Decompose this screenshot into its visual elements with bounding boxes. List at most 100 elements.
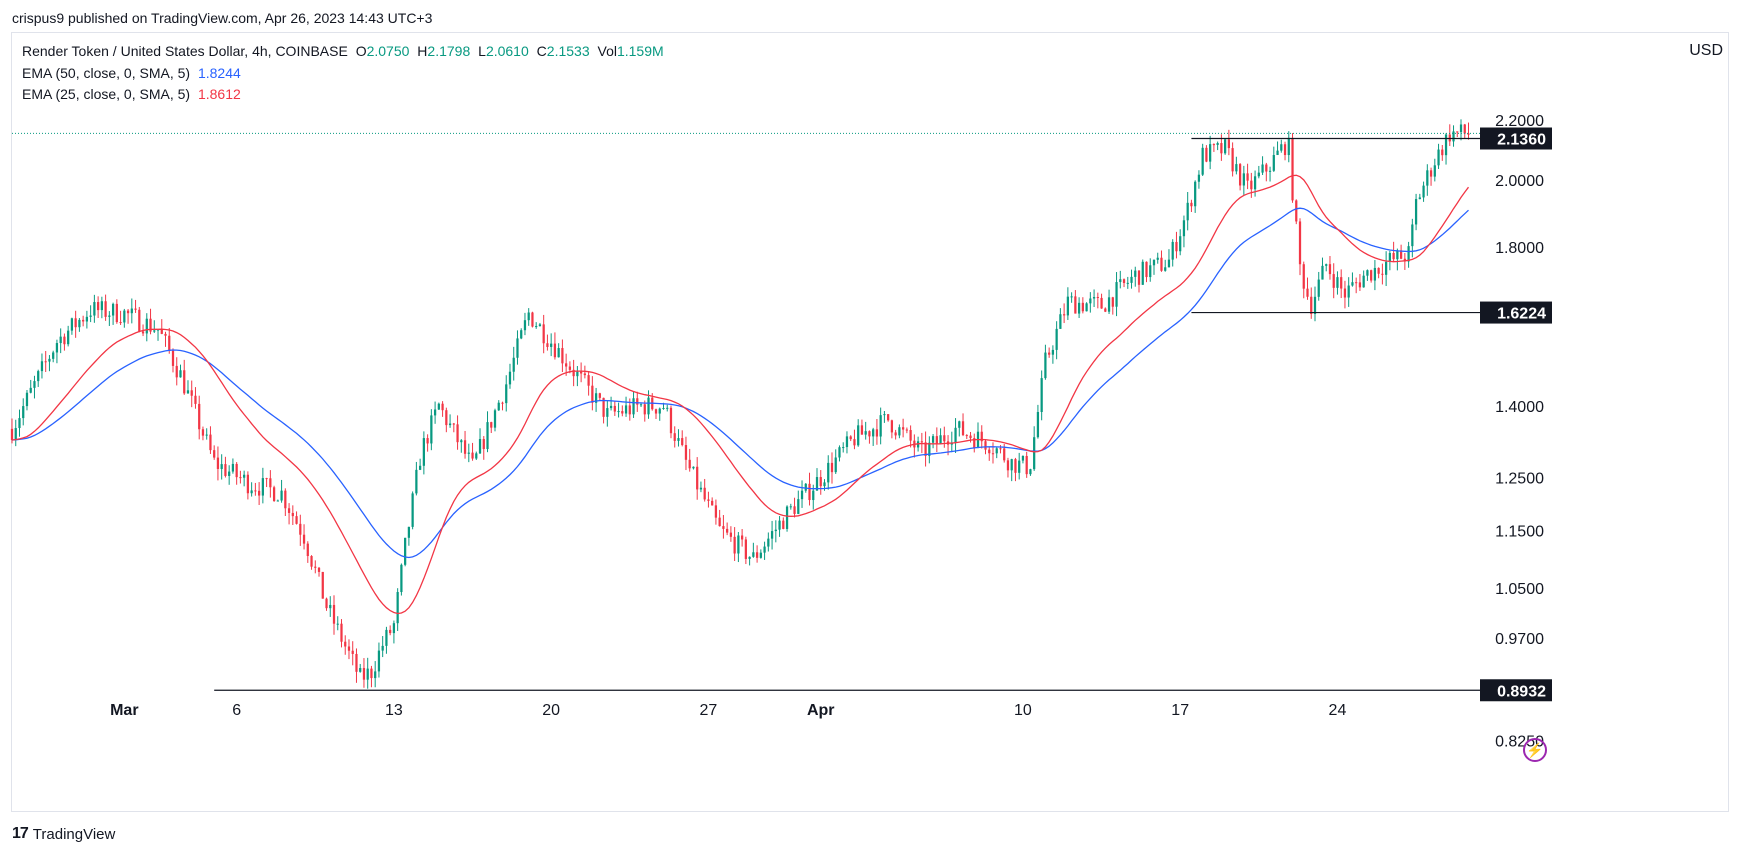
candle-body xyxy=(1321,265,1324,280)
candle-body xyxy=(400,564,403,593)
candle-body xyxy=(1014,459,1017,473)
candle-body xyxy=(778,520,781,530)
legend-ema50[interactable]: EMA (50, close, 0, SMA, 5) 1.8244 xyxy=(22,65,245,81)
x-tick-label: 6 xyxy=(232,702,241,719)
publisher-line: crispus9 published on TradingView.com, A… xyxy=(12,10,433,26)
candle-body xyxy=(336,623,339,625)
candle-body xyxy=(692,466,695,469)
legend-ema25[interactable]: EMA (25, close, 0, SMA, 5) 1.8612 xyxy=(22,86,245,102)
candle-body xyxy=(126,310,130,314)
y-tick-label: 2.2000 xyxy=(1495,113,1544,130)
candle-body xyxy=(111,303,115,316)
legend-symbol: Render Token / United States Dollar, 4h,… xyxy=(22,43,348,59)
candle-body xyxy=(295,516,298,524)
candle-body xyxy=(598,393,601,398)
candle-body xyxy=(411,493,414,527)
candle-body xyxy=(1414,199,1418,225)
candle-body xyxy=(1025,455,1028,475)
candle-body xyxy=(1227,139,1230,149)
candle-body xyxy=(1377,267,1380,274)
candle-body xyxy=(815,477,819,491)
candle-body xyxy=(849,436,852,440)
candle-body xyxy=(209,434,212,451)
candle-body xyxy=(965,435,968,437)
candle-body xyxy=(1463,124,1466,134)
candle-body xyxy=(1197,174,1201,182)
candle-body xyxy=(1441,149,1444,156)
candle-body xyxy=(666,407,669,409)
candle-body xyxy=(78,319,81,328)
candle-body xyxy=(1089,298,1092,304)
candle-body xyxy=(729,532,733,537)
legend-volume-label: Vol xyxy=(597,43,617,59)
candle-body xyxy=(1006,460,1010,471)
candle-body xyxy=(1122,279,1126,283)
candle-body xyxy=(902,427,905,430)
candle-body xyxy=(374,671,377,679)
candle-body xyxy=(1081,302,1084,312)
footer-brand[interactable]: 17 TradingView xyxy=(12,825,115,843)
candle-body xyxy=(1141,261,1144,285)
candle-body xyxy=(213,450,216,458)
candle-body xyxy=(329,604,332,609)
candle-body xyxy=(609,405,613,409)
candle-body xyxy=(1194,181,1197,207)
candle-body xyxy=(1059,314,1062,329)
candle-body xyxy=(845,436,849,448)
candle-body xyxy=(1231,148,1234,172)
candle-body xyxy=(752,552,755,557)
candle-body xyxy=(433,409,437,416)
candle-body xyxy=(123,310,126,323)
candle-body xyxy=(1370,270,1373,281)
candle-body xyxy=(1306,288,1309,297)
candle-body xyxy=(1429,170,1433,177)
candle-body xyxy=(441,403,444,411)
candle-body xyxy=(344,641,347,647)
candle-body xyxy=(370,668,373,679)
candle-body xyxy=(726,528,729,533)
candle-body xyxy=(317,567,321,572)
ema25-line[interactable] xyxy=(11,174,1470,615)
candle-body xyxy=(63,336,66,345)
candle-body xyxy=(823,482,826,487)
candle-body xyxy=(1392,253,1395,260)
candle-body xyxy=(452,423,455,425)
candle-body xyxy=(1340,277,1343,289)
candle-body xyxy=(216,457,220,469)
candle-body xyxy=(1130,276,1133,283)
candle-body xyxy=(561,348,564,364)
candle-body xyxy=(1134,270,1137,277)
candle-body xyxy=(928,442,931,456)
x-tick-label: 27 xyxy=(700,702,718,719)
candle-body xyxy=(471,452,474,459)
candle-body xyxy=(1070,296,1073,298)
candle-body xyxy=(1385,261,1388,275)
candle-body xyxy=(583,373,586,376)
candle-body xyxy=(1149,265,1152,278)
candle-body xyxy=(1021,455,1025,461)
candle-body xyxy=(785,506,789,529)
candle-body xyxy=(306,543,309,557)
candle-body xyxy=(920,441,923,443)
candle-body xyxy=(1074,296,1077,314)
ema50-line[interactable] xyxy=(11,207,1469,559)
candle-body xyxy=(995,448,998,454)
candle-body xyxy=(875,429,879,437)
candle-body xyxy=(662,407,665,409)
y-tick-label: 1.8000 xyxy=(1495,240,1544,257)
candle-body xyxy=(943,435,946,442)
candle-body xyxy=(164,333,167,336)
candle-body xyxy=(1246,173,1249,181)
candle-body xyxy=(415,469,418,494)
candle-body xyxy=(235,463,238,478)
candle-body xyxy=(104,301,107,317)
candle-body xyxy=(153,330,156,332)
candle-body xyxy=(681,438,684,446)
candle-body xyxy=(707,499,710,501)
legend-close-label: C xyxy=(536,43,547,59)
candle-body xyxy=(389,629,392,634)
flash-icon[interactable]: ⚡ xyxy=(1523,738,1547,762)
candle-body xyxy=(332,604,336,624)
candle-body xyxy=(1220,143,1223,154)
